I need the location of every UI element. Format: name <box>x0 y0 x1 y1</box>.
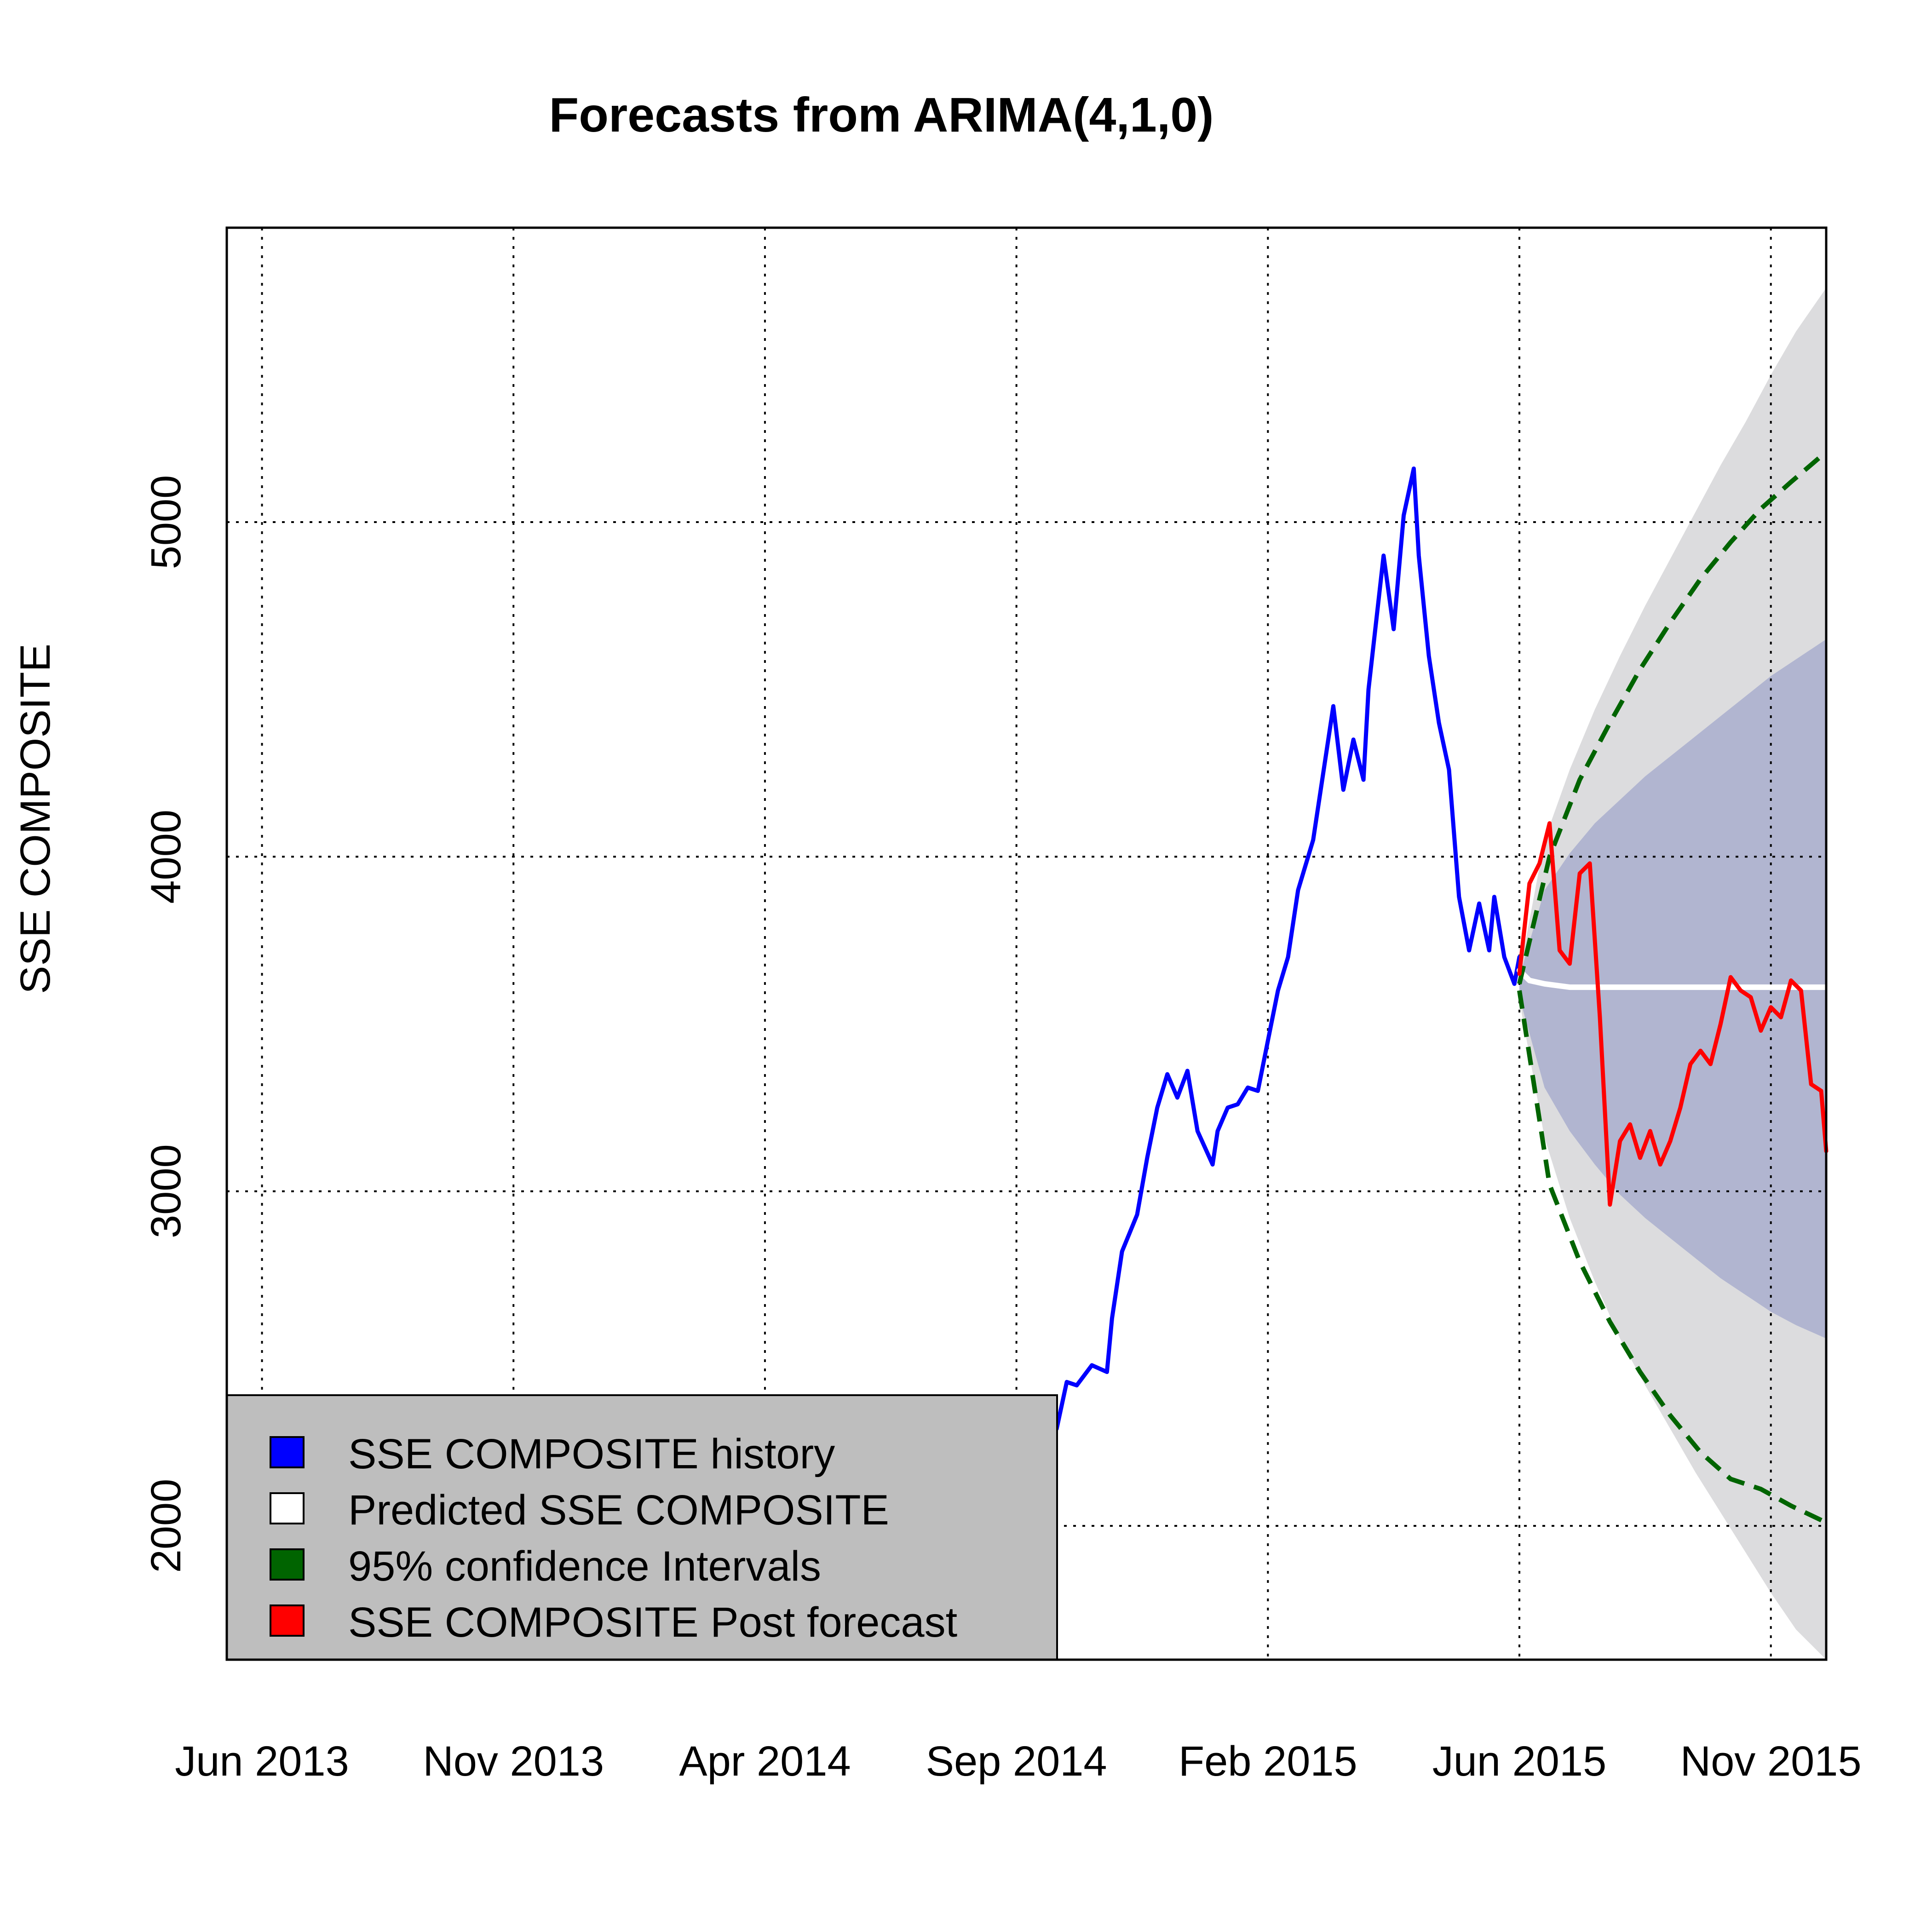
x-tick-label: Jun 2013 <box>175 1738 349 1785</box>
series <box>1054 450 1829 1525</box>
series-95-confidence-intervals-upper <box>1517 450 1828 984</box>
legend-swatch <box>270 1604 305 1637</box>
x-tick-label: Sep 2014 <box>926 1738 1107 1785</box>
series-95-confidence-intervals-lower <box>1517 990 1828 1525</box>
legend-swatch <box>270 1492 305 1524</box>
series-sse-composite-post-forecast <box>1517 821 1828 1207</box>
axes: Jun 2013 Nov 2013 Apr 2014 Sep 2014 Feb 2015… <box>143 475 1862 1785</box>
legend: SSE COMPOSITE history Predicted SSE COMPO… <box>226 1394 1058 1661</box>
series-predicted-sse-composite <box>1517 967 1829 990</box>
y-axis-label: SSE COMPOSITE <box>12 644 59 994</box>
y-tick-label: 4000 <box>143 810 190 904</box>
x-tick-label: Feb 2015 <box>1179 1738 1357 1785</box>
x-tick-label: Nov 2015 <box>1680 1738 1862 1785</box>
legend-label: Predicted SSE COMPOSITE <box>348 1487 889 1534</box>
x-tick-label: Apr 2014 <box>679 1738 851 1785</box>
x-tick-label: Jun 2015 <box>1432 1738 1607 1785</box>
legend-swatch <box>270 1436 305 1468</box>
legend-label: 95% confidence Intervals <box>348 1543 821 1590</box>
legend-box <box>226 1394 1058 1661</box>
chart-title: Forecasts from ARIMA(4,1,0) <box>549 88 1213 142</box>
plot-frame <box>225 226 1828 1661</box>
legend-swatch <box>270 1548 305 1581</box>
y-tick-label: 5000 <box>143 475 190 569</box>
legend-label: SSE COMPOSITE Post forecast <box>348 1599 957 1646</box>
y-tick-label: 3000 <box>143 1144 190 1238</box>
forecast-bands <box>1519 288 1826 1660</box>
y-tick-label: 2000 <box>143 1479 190 1573</box>
series-sse-composite-history <box>1054 466 1522 1431</box>
x-tick-label: Nov 2013 <box>423 1738 604 1785</box>
legend-label: SSE COMPOSITE history <box>348 1431 835 1478</box>
